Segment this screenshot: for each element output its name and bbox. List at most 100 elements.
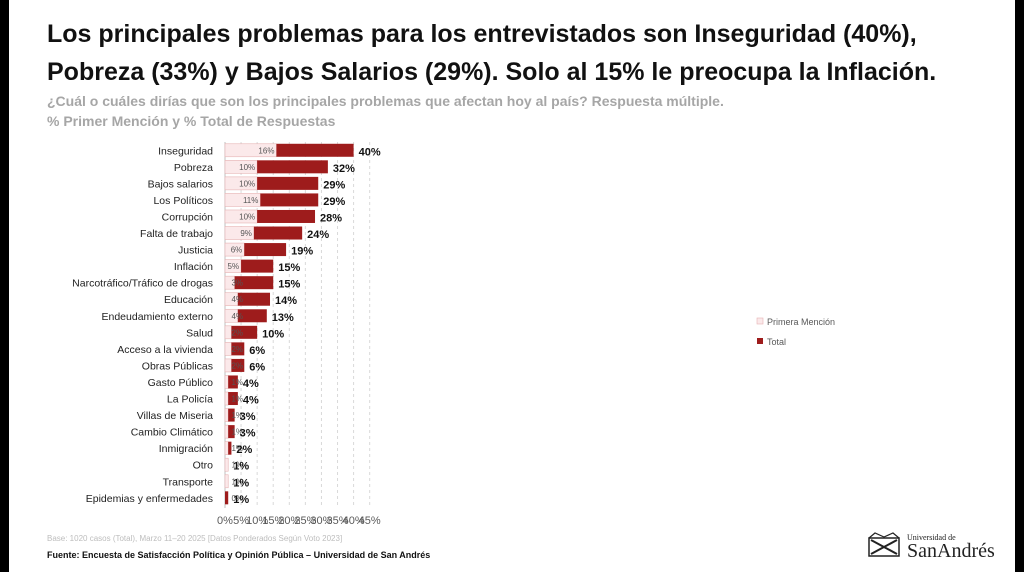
data-label-primera-mencion: 11% — [243, 196, 258, 205]
slide: Los principales problemas para los entre… — [9, 0, 1015, 572]
data-label-primera-mencion: 6% — [231, 246, 243, 255]
chart-title-line-2: Pobreza (33%) y Bajos Salarios (29%). So… — [47, 58, 937, 86]
x-tick-label: 0% — [217, 515, 233, 527]
data-label-total: 15% — [278, 279, 300, 291]
bar-total — [231, 325, 258, 339]
data-label-total: 3% — [240, 428, 256, 440]
category-label: Inmigración — [159, 443, 213, 455]
bar-primera-mencion — [224, 408, 229, 422]
data-label-primera-mencion: 10% — [239, 179, 255, 188]
x-tick-label: 35% — [327, 515, 349, 527]
data-label-primera-mencion: 1% — [231, 477, 243, 486]
bar-total — [257, 209, 316, 223]
bar-total — [241, 259, 274, 273]
data-label-primera-mencion: 0% — [231, 494, 243, 503]
data-label-total: 6% — [249, 345, 265, 357]
data-label-primera-mencion: 2% — [231, 345, 243, 354]
bar-total — [276, 143, 354, 157]
data-label-total: 2% — [236, 444, 252, 456]
data-label-total: 29% — [323, 179, 345, 191]
bar-total — [237, 309, 267, 323]
category-label: Falta de trabajo — [140, 228, 213, 240]
bar-total — [228, 425, 235, 439]
bar-primera-mencion — [224, 375, 229, 389]
base-note: Base: 1020 casos (Total), Marzo 11–20 20… — [47, 534, 343, 543]
bar-total — [228, 375, 238, 389]
data-label-total: 40% — [359, 146, 381, 158]
data-label-primera-mencion: 1% — [231, 395, 243, 404]
category-label: Salud — [186, 327, 213, 339]
x-tick-label: 20% — [278, 515, 300, 527]
bar-total — [234, 276, 274, 290]
x-tick-label: 15% — [262, 515, 284, 527]
crest-icon — [868, 532, 900, 557]
data-label-total: 15% — [278, 262, 300, 274]
data-label-primera-mencion: 10% — [239, 163, 255, 172]
data-label-primera-mencion: 4% — [231, 295, 243, 304]
category-label: Epidemias y enfermedades — [86, 493, 213, 505]
category-label: Transporte — [163, 476, 214, 488]
bar-total — [231, 342, 245, 356]
bar-total — [257, 176, 319, 190]
data-label-primera-mencion: 2% — [231, 361, 243, 370]
source-note: Fuente: Encuesta de Satisfacción Polític… — [47, 550, 431, 560]
bar-primera-mencion — [224, 474, 229, 489]
data-label-primera-mencion: 10% — [239, 212, 255, 221]
data-label-total: 28% — [320, 212, 342, 224]
category-label: Justicia — [178, 245, 213, 257]
bar-total — [260, 193, 319, 207]
data-label-primera-mencion: 16% — [258, 146, 274, 155]
bar-total — [257, 160, 328, 174]
legend-swatch-total — [757, 338, 763, 344]
category-label: Cambio Climático — [131, 427, 213, 439]
category-label: Bajos salarios — [148, 178, 213, 190]
x-tick-label: 45% — [359, 515, 381, 527]
category-label: Villas de Miseria — [137, 410, 213, 422]
data-label-total: 1% — [233, 494, 249, 506]
chart-title-line-1: Los principales problemas para los entre… — [47, 20, 917, 48]
category-label: Inflación — [174, 261, 213, 273]
data-label-total: 13% — [272, 312, 294, 324]
data-label-total: 19% — [291, 246, 313, 258]
data-label-total: 24% — [307, 229, 329, 241]
bar-total — [253, 226, 303, 240]
category-label: Educación — [164, 294, 213, 306]
bar-primera-mencion — [224, 193, 261, 207]
legend-label-primera-mencion: Primera Mención — [767, 317, 835, 327]
bar-total — [228, 441, 232, 455]
data-label-primera-mencion: 1% — [231, 378, 243, 387]
bar-total — [228, 392, 238, 406]
data-label-primera-mencion: 5% — [228, 262, 240, 271]
data-label-primera-mencion: 1% — [231, 411, 243, 420]
x-tick-label: 10% — [246, 515, 268, 527]
x-tick-label: 40% — [343, 515, 365, 527]
data-label-primera-mencion: 1% — [231, 444, 243, 453]
category-label: Corrupción — [162, 211, 214, 223]
logo-small-text: Universidad de — [907, 533, 956, 542]
bar-total — [228, 408, 235, 422]
data-label-total: 32% — [333, 163, 355, 175]
bar-primera-mencion — [224, 457, 229, 472]
data-label-primera-mencion: 1% — [231, 428, 243, 437]
data-label-total: 29% — [323, 196, 345, 208]
university-logo: Universidad de SanAndrés — [867, 530, 1007, 564]
chart-subtitle-question: ¿Cuál o cuáles dirías que son los princi… — [47, 93, 724, 109]
data-label-total: 1% — [233, 477, 249, 489]
bar-primera-mencion — [224, 441, 229, 455]
x-tick-label: 5% — [233, 515, 249, 527]
category-label: Acceso a la vivienda — [117, 344, 213, 356]
bar-chart: 0% 5%10%15%20%25%30%35%40%45%Inseguridad 1… — [72, 142, 835, 527]
data-label-total: 6% — [249, 361, 265, 373]
category-label: Inseguridad — [158, 145, 213, 157]
category-label: Pobreza — [174, 162, 213, 174]
category-label: Otro — [193, 460, 214, 472]
bar-total — [231, 358, 245, 372]
category-label: Endeudamiento externo — [102, 311, 214, 323]
category-label: Los Políticos — [153, 195, 213, 207]
data-label-total: 1% — [233, 461, 249, 473]
data-label-total: 14% — [275, 295, 297, 307]
data-label-primera-mencion: 3% — [231, 279, 243, 288]
x-tick-label: 25% — [294, 515, 316, 527]
bar-total — [225, 491, 229, 505]
bar-total — [244, 243, 287, 257]
